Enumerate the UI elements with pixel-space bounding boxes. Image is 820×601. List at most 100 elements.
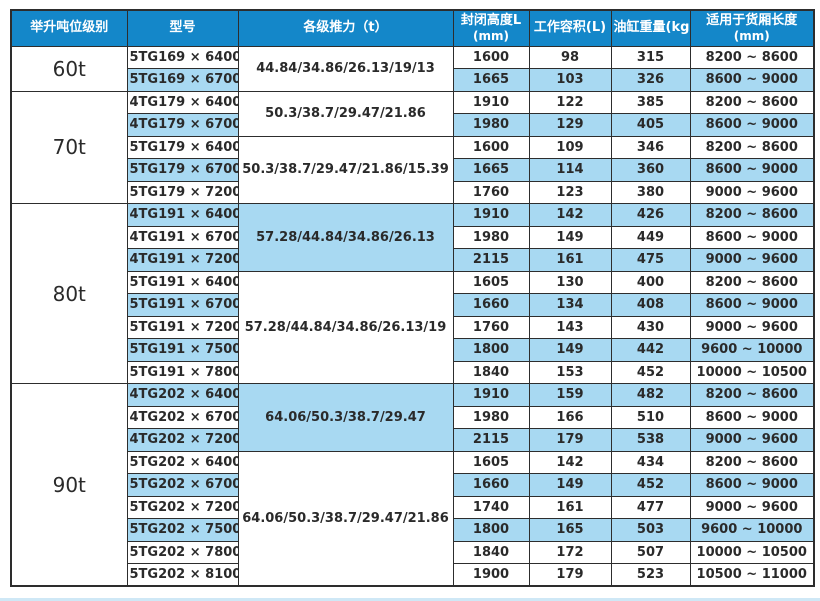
cylinder-weight-cell: 507	[610, 540, 691, 564]
box-length-cell: 9000 ~ 9600	[689, 180, 815, 204]
thrust-cell: 64.06/50.3/38.7/29.47	[237, 383, 454, 452]
cylinder-weight-cell: 385	[610, 90, 691, 114]
closed-height-cell: 1910	[452, 203, 530, 227]
cylinder-weight-cell: 315	[610, 45, 691, 69]
box-length-cell: 8200 ~ 8600	[689, 450, 815, 474]
model-cell: 5TG169 × 6700	[126, 68, 239, 92]
cylinder-weight-cell: 538	[610, 428, 691, 452]
closed-height-cell: 1665	[452, 68, 530, 92]
model-cell: 4TG179 × 6400	[126, 90, 239, 114]
column-header-working-volume: 工作容积(L)	[528, 9, 612, 47]
model-cell: 4TG179 × 6700	[126, 113, 239, 137]
column-header-model: 型号	[126, 9, 239, 47]
box-length-cell: 9000 ~ 9600	[689, 315, 815, 339]
column-header-title: 举升吨位级别	[30, 20, 109, 36]
closed-height-cell: 1980	[452, 225, 530, 249]
closed-height-cell: 2115	[452, 248, 530, 272]
bottom-accent-strip	[0, 598, 820, 601]
working-volume-cell: 134	[528, 293, 612, 317]
thrust-cell: 64.06/50.3/38.7/29.47/21.86	[237, 450, 454, 587]
box-length-cell: 10000 ~ 10500	[689, 360, 815, 384]
table-row: 5TG202 × 7200 1740 161 477 9000 ~ 9600	[11, 495, 815, 519]
model-cell: 5TG179 × 6700	[126, 158, 239, 182]
box-length-cell: 9600 ~ 10000	[689, 338, 815, 362]
cylinder-weight-cell: 380	[610, 180, 691, 204]
table-row: 5TG191 × 6700 1660 134 408 8600 ~ 9000	[11, 293, 815, 317]
working-volume-cell: 161	[528, 248, 612, 272]
table-row: 90t 4TG202 × 6400 64.06/50.3/38.7/29.47 191…	[10, 383, 815, 587]
closed-height-cell: 1600	[452, 135, 530, 159]
box-length-cell: 8200 ~ 8600	[689, 90, 815, 114]
working-volume-cell: 166	[528, 405, 612, 429]
thrust-cell: 57.28/44.84/34.86/26.13	[237, 203, 454, 272]
model-cell: 5TG202 × 7800	[126, 540, 239, 564]
working-volume-cell: 129	[528, 113, 612, 137]
model-cell: 4TG202 × 6400	[126, 383, 239, 407]
table-row: 5TG191 × 7800 1840 153 452 10000 ~ 10500	[11, 360, 815, 384]
column-header-sub: (mm)	[473, 28, 509, 43]
closed-height-cell: 1800	[452, 518, 530, 542]
table-row: 5TG202 × 8100 1900 179 523 10500 ~ 11000	[11, 563, 815, 587]
working-volume-cell: 122	[528, 90, 612, 114]
thrust-cell: 44.84/34.86/26.13/19/13	[237, 45, 454, 92]
working-volume-cell: 103	[528, 68, 612, 92]
working-volume-cell: 161	[528, 495, 612, 519]
cylinder-weight-cell: 477	[610, 495, 691, 519]
column-header-title: 各级推力（t）	[303, 20, 388, 36]
table-row: 5TG179 × 6700 1665 114 360 8600 ~ 9000	[11, 158, 815, 182]
tonnage-cell: 70t	[10, 90, 128, 204]
model-cell: 5TG202 × 6700	[126, 473, 239, 497]
working-volume-cell: 159	[528, 383, 612, 407]
working-volume-cell: 142	[528, 203, 612, 227]
spec-table: 举升吨位级别 型号 各级推力（t） 封闭高度L (mm) 工作容积(L)	[10, 9, 815, 587]
working-volume-cell: 153	[528, 360, 612, 384]
column-header-title: 工作容积(L)	[533, 20, 607, 36]
model-cell: 5TG202 × 6400	[126, 450, 239, 474]
working-volume-cell: 109	[528, 135, 612, 159]
column-header-box-length: 适用于货厢长度 (mm)	[689, 9, 815, 47]
box-length-cell: 8600 ~ 9000	[689, 113, 815, 137]
working-volume-cell: 172	[528, 540, 612, 564]
tonnage-cell: 60t	[10, 45, 128, 92]
box-length-cell: 10000 ~ 10500	[689, 540, 815, 564]
table-row: 4TG179 × 6700 1980 129 405 8600 ~ 9000	[11, 113, 815, 137]
table-row: 4TG191 × 6700 1980 149 449 8600 ~ 9000	[11, 225, 815, 249]
tonnage-cell: 80t	[10, 203, 128, 384]
column-header-title: 封闭高度L	[460, 13, 522, 29]
table-row: 5TG169 × 6700 1665 103 326 8600 ~ 9000	[11, 68, 815, 92]
closed-height-cell: 1740	[452, 495, 530, 519]
working-volume-cell: 143	[528, 315, 612, 339]
cylinder-weight-cell: 360	[610, 158, 691, 182]
box-length-cell: 8600 ~ 9000	[689, 68, 815, 92]
working-volume-cell: 98	[528, 45, 612, 69]
model-cell: 4TG202 × 7200	[126, 428, 239, 452]
working-volume-cell: 114	[528, 158, 612, 182]
closed-height-cell: 1760	[452, 315, 530, 339]
tonnage-cell: 90t	[10, 383, 128, 587]
thrust-cell: 50.3/38.7/29.47/21.86/15.39	[237, 135, 454, 204]
table-row: 5TG202 × 6400 64.06/50.3/38.7/29.47/21.86…	[11, 450, 815, 587]
closed-height-cell: 1760	[452, 180, 530, 204]
spec-table-header: 举升吨位级别 型号 各级推力（t） 封闭高度L (mm) 工作容积(L)	[10, 9, 815, 47]
closed-height-cell: 1660	[452, 473, 530, 497]
working-volume-cell: 142	[528, 450, 612, 474]
table-row: 5TG179 × 6400 50.3/38.7/29.47/21.86/15.39…	[11, 135, 815, 204]
closed-height-cell: 1910	[452, 90, 530, 114]
cylinder-weight-cell: 503	[610, 518, 691, 542]
table-row: 70t 4TG179 × 6400 50.3/38.7/29.47/21.86 191…	[10, 90, 815, 204]
column-header-thrust: 各级推力（t）	[237, 9, 454, 47]
table-row: 5TG202 × 7500 1800 165 503 9600 ~ 10000	[11, 518, 815, 542]
table-row: 4TG202 × 7200 2115 179 538 9000 ~ 9600	[11, 428, 815, 452]
cylinder-weight-cell: 523	[610, 563, 691, 587]
working-volume-cell: 165	[528, 518, 612, 542]
model-cell: 5TG191 × 6700	[126, 293, 239, 317]
box-length-cell: 8200 ~ 8600	[689, 383, 815, 407]
cylinder-weight-cell: 434	[610, 450, 691, 474]
closed-height-cell: 1605	[452, 270, 530, 294]
closed-height-cell: 1840	[452, 540, 530, 564]
closed-height-cell: 1605	[452, 450, 530, 474]
working-volume-cell: 179	[528, 563, 612, 587]
column-header-closed-height: 封闭高度L (mm)	[452, 9, 530, 47]
closed-height-cell: 1600	[452, 45, 530, 69]
column-header-title: 油缸重量(kg)	[613, 20, 690, 36]
